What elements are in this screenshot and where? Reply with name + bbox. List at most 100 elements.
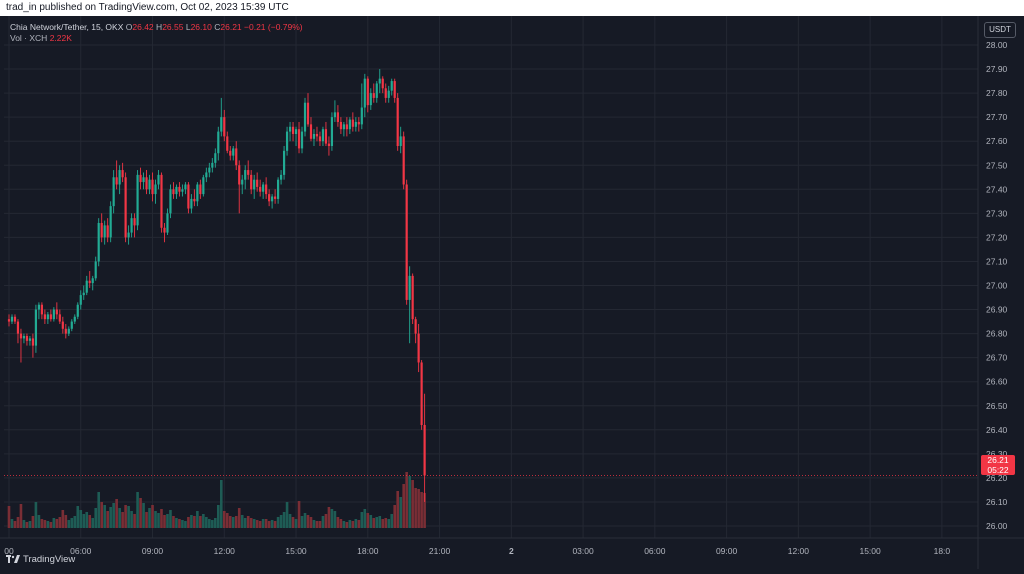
time-tick-label: 09:00 <box>142 546 164 556</box>
price-tick-label: 26.80 <box>986 329 1008 339</box>
published-text: trad_in published on TradingView.com, Oc… <box>6 2 289 13</box>
candle-body <box>88 280 91 284</box>
volume-bar <box>342 521 346 528</box>
candle-body <box>160 174 163 228</box>
volume-bar <box>264 519 268 528</box>
candle-body <box>103 225 106 238</box>
volume-bar <box>219 480 223 528</box>
volume-bar <box>417 489 420 528</box>
volume-bar <box>109 507 112 528</box>
candle-body <box>309 124 313 139</box>
candle-body <box>288 126 292 132</box>
candle-body <box>342 124 345 130</box>
candle-body <box>40 304 43 315</box>
volume-bar <box>142 503 145 528</box>
volume-bar <box>348 520 352 528</box>
candle-body <box>300 131 304 149</box>
candle-body <box>133 218 136 226</box>
candle-body <box>154 184 157 195</box>
volume-bar <box>13 521 17 528</box>
volume-bar <box>106 511 109 528</box>
volume-bar <box>34 502 38 528</box>
volume-bar <box>336 517 340 528</box>
volume-bar <box>363 509 367 528</box>
volume-bar <box>390 514 394 528</box>
volume-bar <box>357 520 361 528</box>
close-label: C <box>214 22 221 32</box>
chart-area[interactable]: 28.00 27.90 27.80 27.70 27.60 27.50 27.40 27.30… <box>0 16 1024 569</box>
grid-lines <box>0 16 1024 569</box>
volume-bar <box>324 514 328 528</box>
time-tick-label: 15:00 <box>859 546 881 556</box>
bar-countdown: 05:22 <box>987 465 1009 475</box>
candle-body <box>265 184 268 195</box>
volume-bar <box>360 512 364 528</box>
volume-bar <box>100 502 103 528</box>
price-tick-label: 26.90 <box>986 305 1008 315</box>
candle-body <box>357 121 360 125</box>
candle-body <box>55 309 58 315</box>
symbol-name[interactable]: Chia Network/Tether, 15, OKX <box>10 22 124 32</box>
volume-bar <box>279 515 283 528</box>
volume-bar <box>187 517 190 528</box>
volume-bar <box>202 514 205 528</box>
candle-body <box>184 184 187 190</box>
volume-bar <box>166 514 169 528</box>
candle-body <box>172 189 175 195</box>
candle-body <box>43 314 46 320</box>
candle-body <box>402 136 405 185</box>
candle-body <box>384 88 387 98</box>
currency-button[interactable]: USDT <box>984 22 1016 38</box>
candle-body <box>366 78 369 106</box>
volume-bar <box>315 521 319 528</box>
candle-body <box>303 102 307 132</box>
candle-body <box>109 206 112 238</box>
candle-body <box>250 174 253 190</box>
candlestick-chart[interactable]: 28.00 27.90 27.80 27.70 27.60 27.50 27.40 27.30… <box>0 16 1024 569</box>
last-price-tag: 26.21 05:22 <box>981 455 1015 475</box>
volume-bar <box>411 480 414 528</box>
candle-body <box>178 186 181 192</box>
volume-bar <box>228 516 232 528</box>
volume-bar <box>205 517 208 528</box>
volume-bar <box>124 505 127 528</box>
candle-body <box>70 321 73 329</box>
volume-bar <box>64 515 68 528</box>
candle-body <box>97 222 100 262</box>
candle-body <box>52 309 55 320</box>
volume-bar <box>222 511 226 528</box>
volume-bar <box>19 504 23 528</box>
volume-bar <box>169 510 172 528</box>
volume-bar <box>151 505 154 528</box>
volume-bar <box>58 517 62 528</box>
volume-bar <box>345 522 349 528</box>
volume-bar <box>294 519 298 528</box>
candle-body <box>390 81 393 91</box>
candle-body <box>363 78 366 108</box>
volume-bar <box>423 493 426 528</box>
volume-bar <box>115 499 118 528</box>
volume-bar <box>103 505 106 528</box>
candle-body <box>76 304 79 317</box>
candle-body <box>121 170 124 178</box>
candle-body <box>22 336 26 339</box>
candle-body <box>372 93 375 98</box>
volume-bar <box>291 517 295 528</box>
candle-body <box>297 129 301 149</box>
volume-bar <box>145 512 148 528</box>
candle-body <box>37 304 40 310</box>
time-tick-label: 21:00 <box>429 546 451 556</box>
candle-body <box>354 121 357 127</box>
time-tick-label: 09:00 <box>716 546 738 556</box>
volume-bar <box>270 520 274 528</box>
volume-bar <box>43 520 47 528</box>
candle-body <box>142 177 145 183</box>
candle-body <box>25 336 29 341</box>
publish-banner: trad_in published on TradingView.com, Oc… <box>0 0 1024 16</box>
volume-bar <box>133 514 136 528</box>
volume-bar <box>351 521 355 528</box>
tradingview-brand[interactable]: TradingView <box>6 553 75 567</box>
candle-body <box>214 153 217 163</box>
volume-label[interactable]: Vol · XCH <box>10 33 48 43</box>
candle-body <box>378 78 381 84</box>
